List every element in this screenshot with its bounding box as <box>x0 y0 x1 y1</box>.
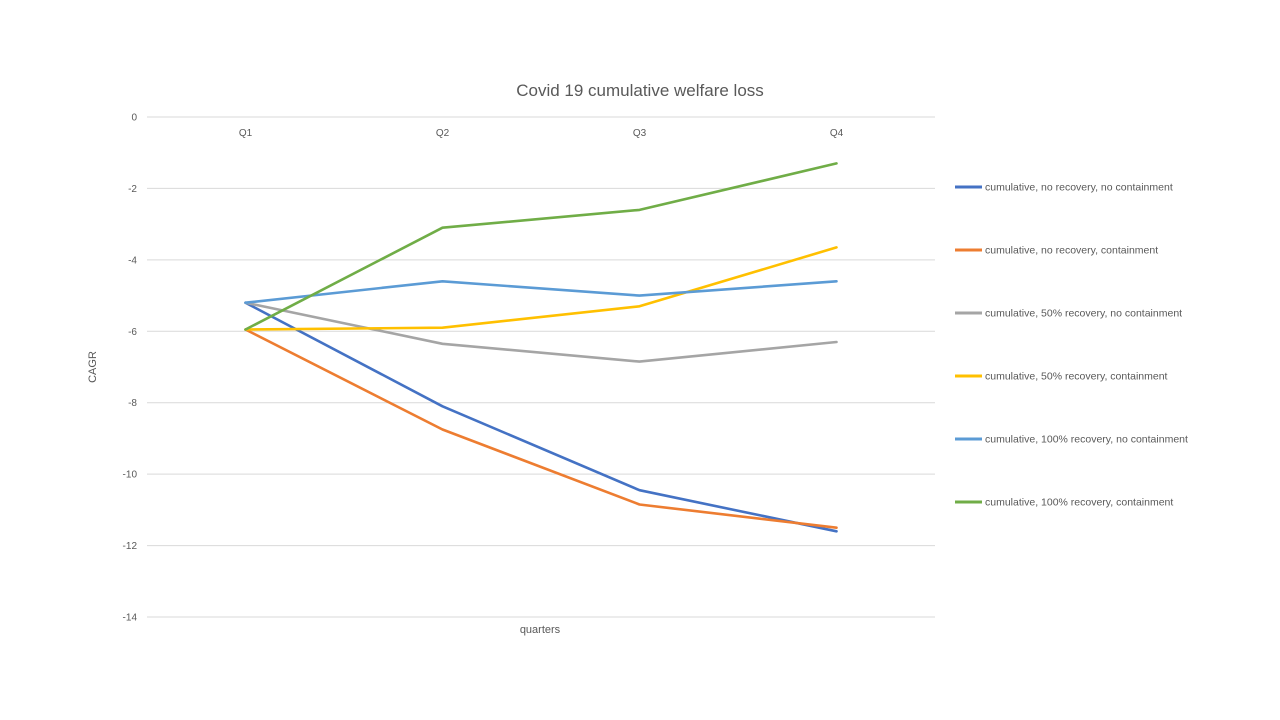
legend-item: cumulative, 50% recovery, no containment <box>955 308 1182 320</box>
y-tick-label: -8 <box>128 398 137 409</box>
x-tick-label: Q2 <box>436 128 450 139</box>
legend-item: cumulative, 100% recovery, containment <box>955 497 1173 509</box>
y-axis-label: CAGR <box>87 351 99 383</box>
series-line-2 <box>244 328 838 530</box>
legend-label: cumulative, 50% recovery, no containment <box>985 308 1182 320</box>
x-tick-label: Q3 <box>633 128 647 139</box>
y-tick-label: -10 <box>123 470 138 481</box>
legend-label: cumulative, 50% recovery, containment <box>985 371 1168 383</box>
series-line-5 <box>244 279 838 305</box>
series-line-4 <box>244 246 838 331</box>
legend-label: cumulative, 100% recovery, no containmen… <box>985 434 1188 446</box>
legend-label: cumulative, no recovery, containment <box>985 245 1158 257</box>
y-tick-label: -2 <box>128 184 137 195</box>
legend-label: cumulative, 100% recovery, containment <box>985 497 1173 509</box>
y-tick-label: 0 <box>131 113 137 124</box>
x-tick-label: Q1 <box>239 128 253 139</box>
series-lines <box>244 162 838 533</box>
y-axis-ticks: 0 -2 -4 -6 -8 -10 -12 -14 <box>123 113 138 624</box>
y-tick-label: -6 <box>128 327 137 338</box>
series-line-6 <box>244 162 838 331</box>
series-line-3 <box>244 301 838 363</box>
series-line-1 <box>244 301 838 533</box>
legend-item: cumulative, 100% recovery, no containmen… <box>955 434 1188 446</box>
x-axis-label: quarters <box>520 624 561 636</box>
x-axis-ticks: Q1 Q2 Q3 Q4 <box>239 128 844 139</box>
legend-item: cumulative, 50% recovery, containment <box>955 371 1168 383</box>
y-tick-label: -14 <box>123 613 138 624</box>
legend: cumulative, no recovery, no containment c… <box>955 182 1188 509</box>
y-tick-label: -4 <box>128 255 137 266</box>
chart-title: Covid 19 cumulative welfare loss <box>516 81 764 100</box>
x-tick-label: Q4 <box>830 128 844 139</box>
legend-item: cumulative, no recovery, containment <box>955 245 1158 257</box>
legend-item: cumulative, no recovery, no containment <box>955 182 1173 194</box>
legend-label: cumulative, no recovery, no containment <box>985 182 1173 194</box>
y-tick-label: -12 <box>123 541 138 552</box>
gridlines <box>147 116 935 618</box>
